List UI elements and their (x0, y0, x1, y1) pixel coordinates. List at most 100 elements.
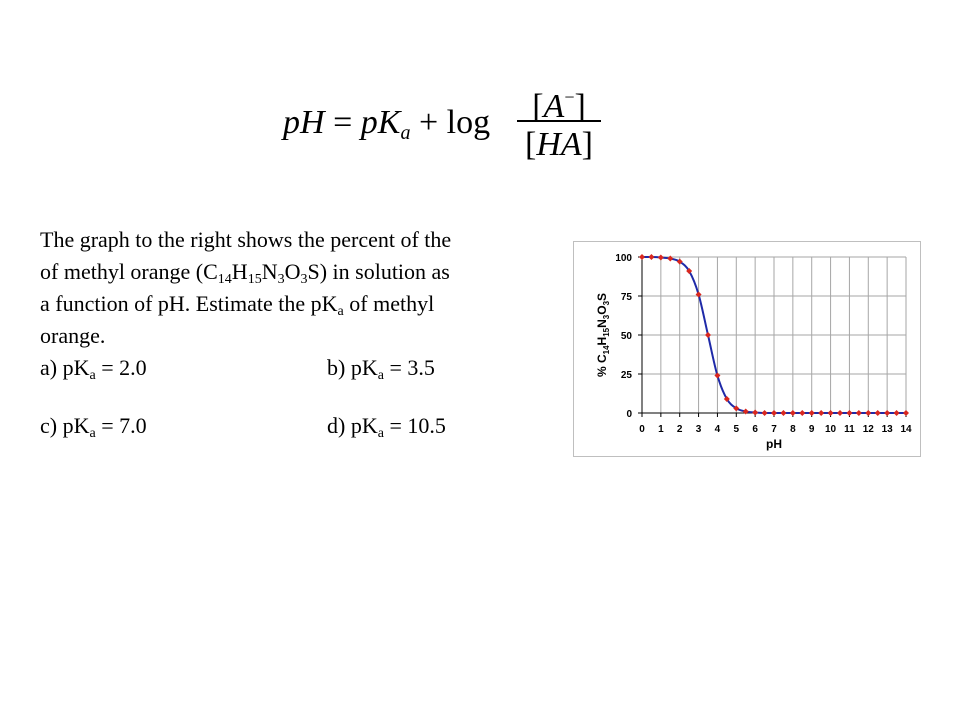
data-point (827, 410, 834, 416)
data-point (752, 409, 759, 416)
data-point (903, 410, 909, 416)
y-label-part: O (595, 305, 609, 314)
y-tick-label: 50 (621, 331, 633, 342)
question-line-1: The graph to the right shows the percent… (40, 227, 452, 252)
x-tick-label: 0 (639, 424, 645, 435)
eq-denominator: [HA] (517, 124, 601, 166)
data-point (695, 291, 702, 298)
q2e: S) in solution as (307, 259, 450, 284)
y-label-subscript: 3 (602, 300, 611, 305)
q2a: of methyl orange (C (40, 259, 218, 284)
x-tick-label: 1 (658, 424, 664, 435)
x-tick-label: 4 (715, 424, 721, 435)
y-label-subscript: 15 (602, 327, 611, 336)
x-tick-label: 8 (790, 424, 796, 435)
data-point (837, 410, 843, 416)
y-tick-label: 75 (621, 292, 633, 303)
option-d[interactable]: d) pKa = 10.5 (327, 410, 446, 442)
question-text: The graph to the right shows the percent… (40, 224, 550, 442)
data-point (714, 372, 721, 379)
eq-plus: + (418, 104, 439, 141)
eq-pk-sub: a (400, 122, 411, 144)
option-d-post: = 10.5 (383, 413, 446, 438)
henderson-hasselbalch-equation: pH = pKa + log [A−] [HA] (283, 76, 613, 176)
data-point (846, 410, 853, 416)
option-b[interactable]: b) pKa = 3.5 (327, 352, 435, 384)
data-point (789, 410, 796, 416)
x-tick-label: 13 (882, 424, 894, 435)
option-c-post: = 7.0 (95, 413, 147, 438)
x-axis-label: pH (766, 437, 782, 451)
data-point (667, 255, 674, 262)
data-point (742, 408, 749, 415)
eq-den-close: ] (581, 126, 593, 163)
eq-num-open: [ (532, 88, 544, 125)
data-point (808, 410, 815, 416)
options-spacer (40, 384, 550, 410)
data-point (893, 410, 900, 416)
data-point (723, 395, 730, 402)
x-tick-label: 2 (677, 424, 683, 435)
eq-fraction-bar (517, 120, 601, 122)
option-c[interactable]: c) pKa = 7.0 (40, 410, 147, 442)
q2s2: 15 (247, 272, 262, 287)
eq-num-close: ] (574, 88, 586, 125)
q2s4: 3 (300, 272, 308, 287)
x-tick-label: 3 (696, 424, 702, 435)
question-line-2: of methyl orange (C14H15N3O3S) in soluti… (40, 256, 550, 288)
y-label-part: H (595, 337, 609, 346)
y-label-part: N (595, 319, 609, 328)
data-point (818, 410, 825, 416)
eq-pk: pK (360, 104, 401, 141)
x-tick-label: 9 (809, 424, 815, 435)
y-label-subscript: 14 (602, 345, 611, 354)
eq-den-open: [ (525, 126, 537, 163)
y-axis-label: % C14H15N3O3S (595, 293, 611, 377)
data-point (771, 410, 777, 416)
equation-left-side: pH = pKa + log (283, 104, 490, 145)
data-point (874, 410, 881, 416)
data-point (648, 254, 655, 260)
eq-num-var: A (543, 88, 565, 125)
eq-numerator: [A−] (517, 76, 601, 125)
data-point (780, 410, 787, 416)
x-tick-label: 11 (844, 424, 855, 435)
option-d-sub: a (377, 426, 384, 441)
data-point (761, 410, 768, 416)
y-tick-label: 25 (621, 370, 633, 381)
question-line-4: orange. (40, 323, 106, 348)
data-point (799, 410, 806, 416)
data-point (686, 268, 693, 275)
y-label-part: S (595, 293, 609, 301)
data-point (676, 258, 683, 265)
q3b: of methyl (343, 291, 435, 316)
eq-fraction: [A−] [HA] (517, 76, 601, 166)
q2s3: 3 (277, 272, 285, 287)
y-label-part: % C (595, 354, 609, 377)
y-tick-label: 100 (615, 253, 632, 264)
option-a-sub: a (89, 368, 96, 383)
question-line-3: a function of pH. Estimate the pKa of me… (40, 288, 550, 320)
x-tick-label: 12 (863, 424, 875, 435)
y-tick-label: 0 (626, 409, 632, 420)
eq-num-sup: − (564, 87, 575, 107)
data-point (884, 410, 891, 416)
eq-den-var: HA (536, 126, 582, 163)
x-tick-label: 10 (825, 424, 837, 435)
option-b-post: = 3.5 (383, 355, 435, 380)
option-a[interactable]: a) pKa = 2.0 (40, 352, 147, 384)
x-tick-label: 7 (771, 424, 777, 435)
x-tick-label: 6 (752, 424, 758, 435)
option-b-sub: a (377, 368, 384, 383)
data-point (705, 332, 711, 338)
x-tick-label: 5 (734, 424, 740, 435)
option-c-sub: a (89, 426, 96, 441)
eq-log: log (446, 104, 491, 141)
option-a-post: = 2.0 (95, 355, 147, 380)
y-label-subscript: 3 (602, 314, 611, 319)
option-d-pre: d) pK (327, 413, 378, 438)
option-c-pre: c) pK (40, 413, 90, 438)
q3a: a function of pH. Estimate the pK (40, 291, 338, 316)
option-b-pre: b) pK (327, 355, 378, 380)
